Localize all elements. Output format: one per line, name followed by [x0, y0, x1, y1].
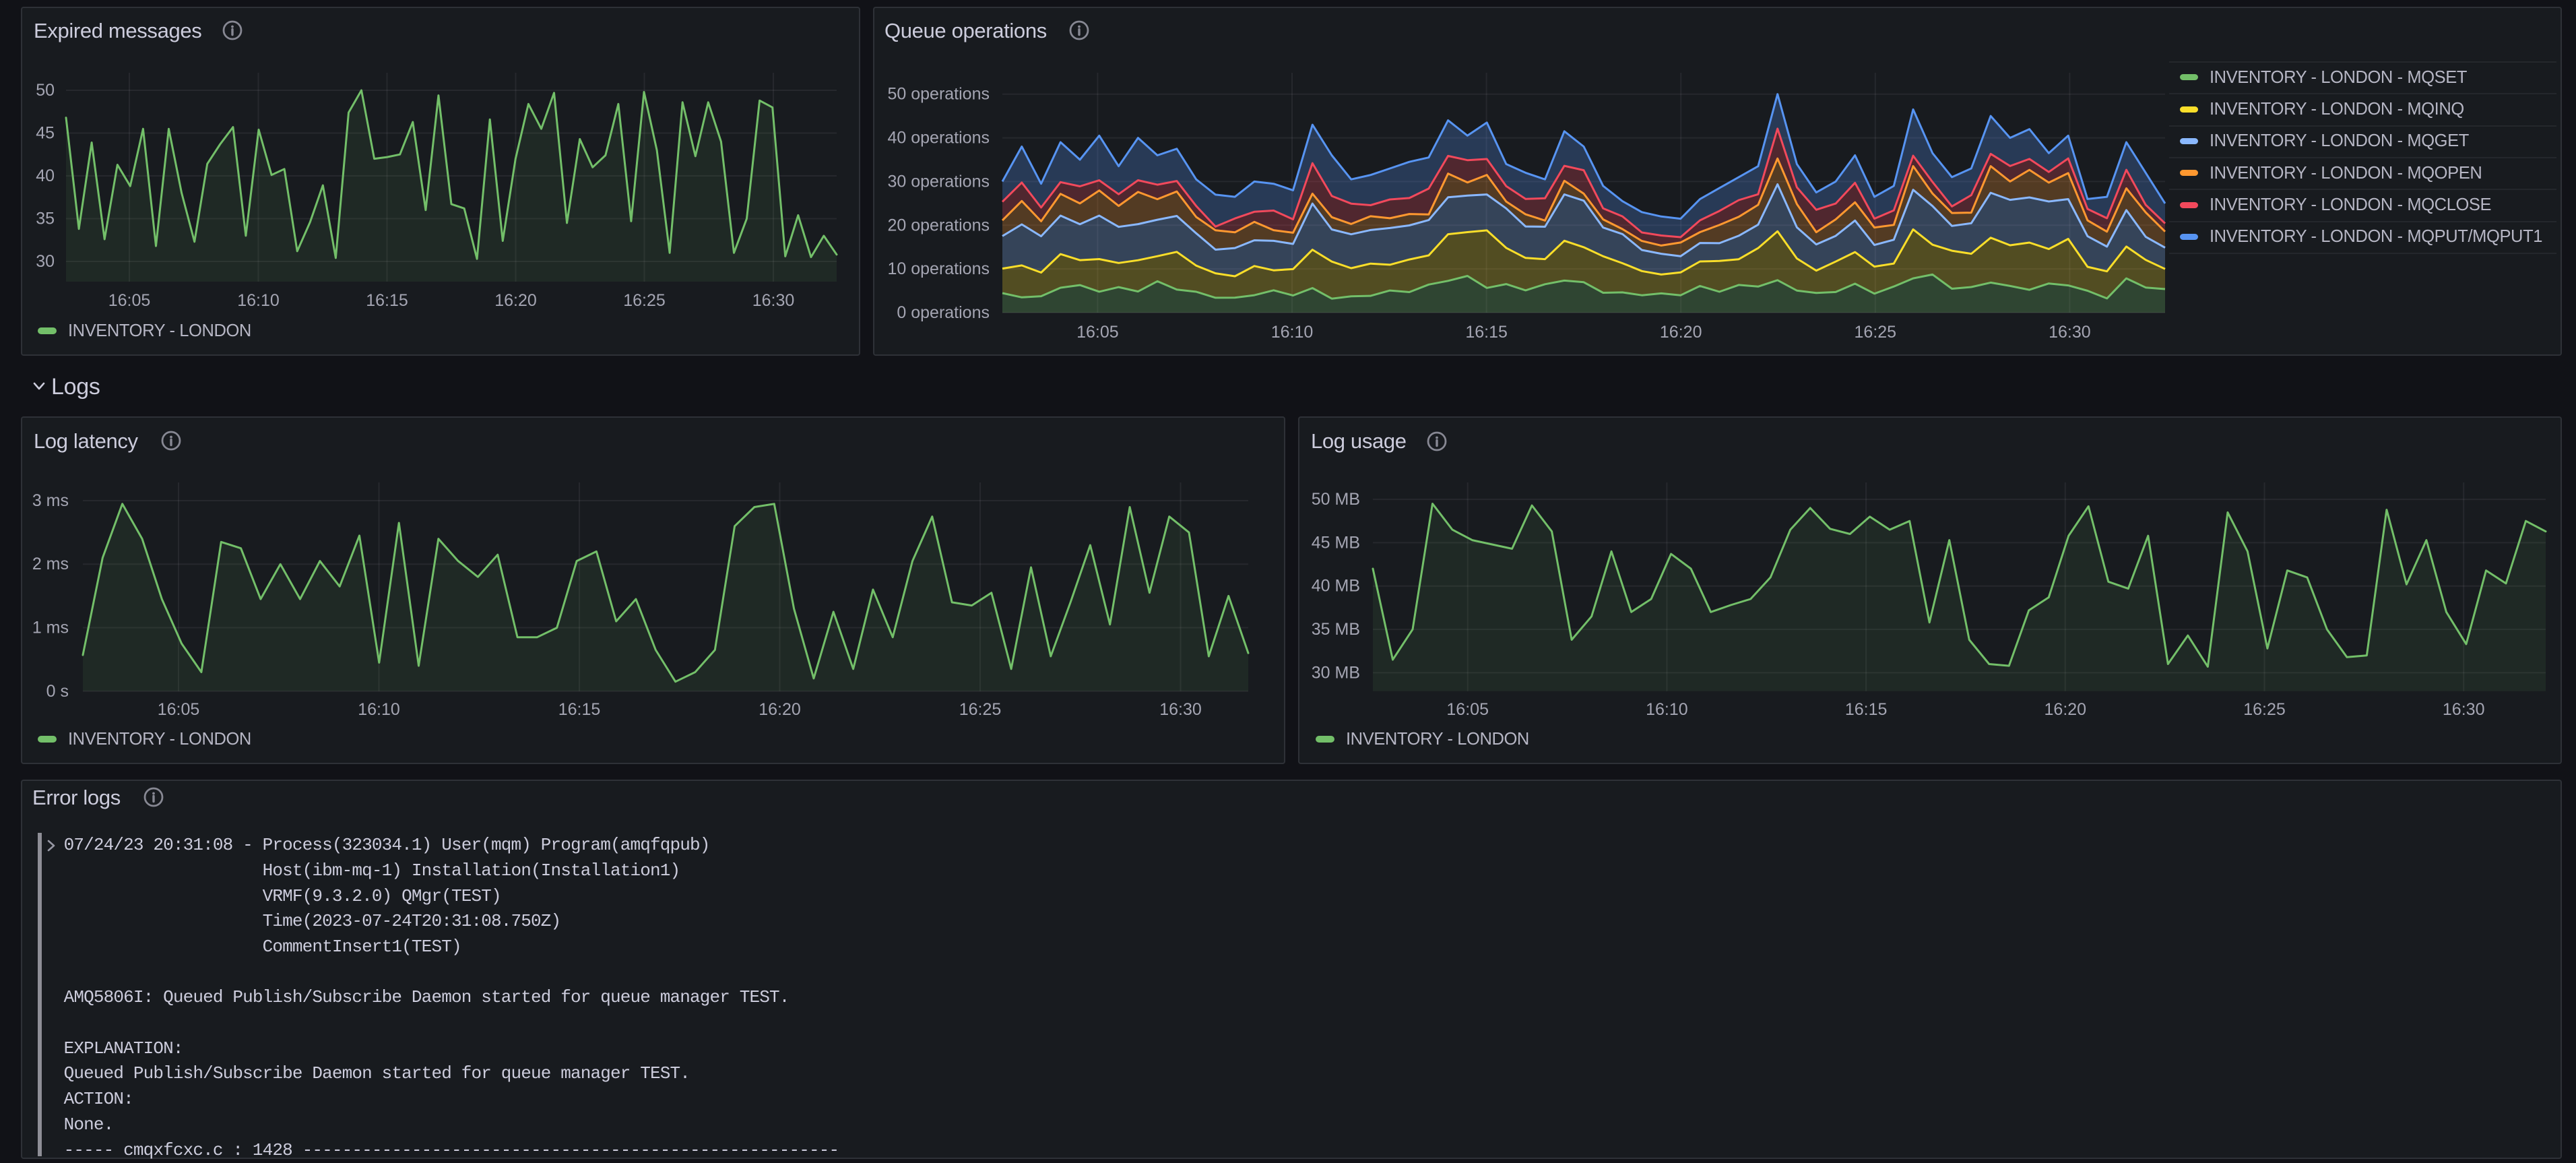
- svg-text:16:20: 16:20: [494, 291, 537, 310]
- svg-text:16:10: 16:10: [237, 291, 280, 310]
- svg-text:16:05: 16:05: [108, 291, 151, 310]
- svg-text:45 MB: 45 MB: [1312, 533, 1360, 552]
- svg-text:0 s: 0 s: [46, 682, 69, 701]
- svg-text:50 MB: 50 MB: [1312, 490, 1360, 509]
- svg-text:40 operations: 40 operations: [887, 129, 990, 148]
- svg-text:16:10: 16:10: [1646, 700, 1688, 719]
- svg-text:30 MB: 30 MB: [1312, 663, 1360, 682]
- svg-text:10 operations: 10 operations: [887, 259, 990, 278]
- svg-text:16:15: 16:15: [558, 700, 601, 719]
- svg-text:45: 45: [36, 124, 55, 143]
- svg-text:16:10: 16:10: [1271, 323, 1314, 342]
- svg-text:35 MB: 35 MB: [1312, 620, 1360, 639]
- svg-text:16:15: 16:15: [1465, 323, 1508, 342]
- svg-text:30 operations: 30 operations: [887, 172, 990, 191]
- svg-text:16:05: 16:05: [158, 700, 200, 719]
- svg-text:16:20: 16:20: [759, 700, 801, 719]
- svg-text:30: 30: [36, 252, 55, 271]
- svg-text:1 ms: 1 ms: [32, 619, 69, 637]
- svg-text:16:15: 16:15: [366, 291, 408, 310]
- svg-text:16:05: 16:05: [1076, 323, 1119, 342]
- svg-text:50: 50: [36, 81, 55, 100]
- svg-text:16:30: 16:30: [752, 291, 795, 310]
- svg-text:16:25: 16:25: [959, 700, 1002, 719]
- svg-text:16:20: 16:20: [2044, 700, 2087, 719]
- svg-text:16:15: 16:15: [1845, 700, 1888, 719]
- svg-text:50 operations: 50 operations: [887, 85, 990, 104]
- svg-text:16:10: 16:10: [358, 700, 400, 719]
- svg-text:0 operations: 0 operations: [897, 303, 990, 322]
- svg-text:16:25: 16:25: [2243, 700, 2286, 719]
- svg-text:40 MB: 40 MB: [1312, 577, 1360, 596]
- svg-text:35: 35: [36, 210, 55, 228]
- svg-text:16:25: 16:25: [623, 291, 666, 310]
- svg-text:20 operations: 20 operations: [887, 216, 990, 234]
- svg-text:16:05: 16:05: [1446, 700, 1489, 719]
- svg-text:16:30: 16:30: [2049, 323, 2091, 342]
- svg-text:16:30: 16:30: [2443, 700, 2485, 719]
- svg-text:3 ms: 3 ms: [32, 491, 69, 510]
- svg-text:2 ms: 2 ms: [32, 555, 69, 573]
- svg-text:16:30: 16:30: [1159, 700, 1202, 719]
- svg-text:40: 40: [36, 166, 55, 185]
- svg-text:16:20: 16:20: [1660, 323, 1702, 342]
- svg-text:16:25: 16:25: [1855, 323, 1897, 342]
